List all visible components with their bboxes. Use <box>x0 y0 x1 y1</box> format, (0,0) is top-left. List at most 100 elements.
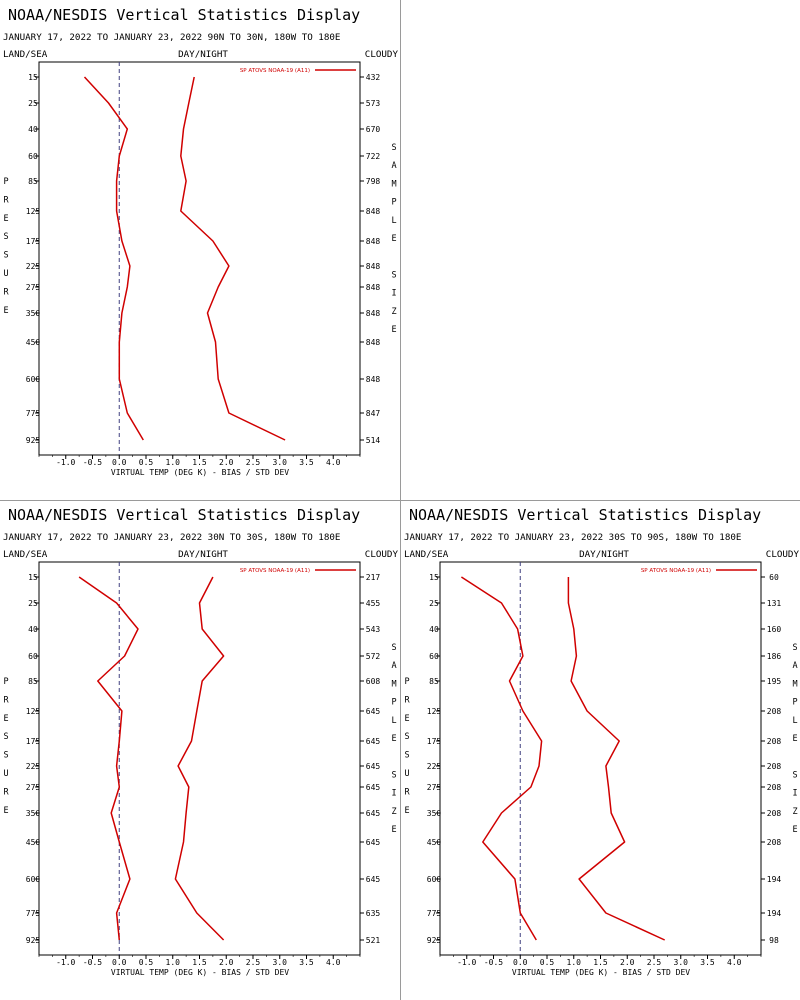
legend-label: SP ATOVS NOAA-19 (A11) <box>641 568 711 574</box>
sample-size-axis-label-letter: P <box>391 198 396 208</box>
plot-frame <box>38 561 361 956</box>
pressure-axis-label-letter: R <box>404 695 410 705</box>
sample-size-axis-label-letter: A <box>391 161 396 171</box>
x-tick-label: 0.0 <box>513 958 528 967</box>
pressure-level-label: 450 <box>26 838 41 847</box>
sample-size-label: 670 <box>366 125 381 134</box>
sample-size-axis-label-letter: E <box>391 825 396 835</box>
sample-size-axis-label-letter: Z <box>391 307 396 317</box>
sample-size-label: 798 <box>366 177 381 186</box>
pressure-level-label: 775 <box>26 909 41 918</box>
sample-size-label: 208 <box>767 707 782 716</box>
pressure-level-label: 275 <box>26 283 41 292</box>
sample-size-label: 208 <box>767 783 782 792</box>
header-cloudy: CLOUDY <box>365 549 399 560</box>
x-tick-label: 2.0 <box>219 458 234 467</box>
bias-series-line <box>83 76 144 441</box>
x-tick-label: 3.0 <box>273 958 288 967</box>
pressure-level-label: 925 <box>26 936 41 945</box>
header-land-sea: LAND/SEA <box>3 549 48 560</box>
sample-size-label: 645 <box>366 809 381 818</box>
pressure-level-label: 600 <box>427 875 442 884</box>
pressure-level-label: 225 <box>26 762 41 771</box>
x-tick-label: -0.5 <box>484 958 503 967</box>
x-tick-label: 0.5 <box>540 958 555 967</box>
sample-size-axis-label-letter: P <box>792 698 797 708</box>
x-tick-label: 3.5 <box>299 958 314 967</box>
x-tick-label: 1.0 <box>567 958 582 967</box>
pressure-axis-label-letter: E <box>3 214 8 224</box>
sample-size-label: 514 <box>366 436 381 445</box>
sample-size-label: 848 <box>366 375 381 384</box>
std-dev-series-line <box>567 577 666 941</box>
sample-size-axis-label-letter: L <box>792 716 797 726</box>
pressure-level-label: 600 <box>26 375 41 384</box>
std-dev-series-line <box>180 76 286 441</box>
sample-size-axis-label-letter: A <box>792 661 797 671</box>
sample-size-axis-label-letter: M <box>391 679 396 689</box>
pressure-axis-label-letter: R <box>404 787 410 797</box>
chart-svg: NOAA/NESDIS Vertical Statistics Display … <box>404 506 799 977</box>
pressure-level-label: 25 <box>28 599 38 608</box>
legend-label: SP ATOVS NOAA-19 (A11) <box>240 568 310 574</box>
pressure-axis-label-letter: P <box>3 677 8 687</box>
sample-size-axis-label-letter: L <box>391 716 396 726</box>
x-tick-label: 0.0 <box>112 458 127 467</box>
x-tick-label: 0.5 <box>139 958 154 967</box>
x-tick-label: 2.5 <box>246 958 261 967</box>
pressure-axis-label-letter: S <box>3 251 8 261</box>
pressure-axis-label-letter: U <box>3 769 8 779</box>
chart-title: NOAA/NESDIS Vertical Statistics Display <box>409 506 761 524</box>
pressure-axis-label-letter: E <box>3 806 8 816</box>
pressure-level-label: 600 <box>26 875 41 884</box>
pressure-level-label: 125 <box>26 707 41 716</box>
sample-size-label: 131 <box>767 599 782 608</box>
pressure-axis-label-letter: S <box>3 732 8 742</box>
chart-subtitle: JANUARY 17, 2022 TO JANUARY 23, 2022 30S… <box>404 532 741 543</box>
pressure-level-label: 85 <box>429 677 439 686</box>
sample-size-label: 60 <box>769 573 779 582</box>
sample-size-axis-label-letter: I <box>792 789 797 799</box>
sample-size-axis-label-letter: L <box>391 216 396 226</box>
sample-size-axis-label-letter: S <box>391 643 396 653</box>
pressure-level-label: 275 <box>26 783 41 792</box>
x-tick-label: 1.5 <box>593 958 608 967</box>
bias-series-line <box>460 576 543 941</box>
x-tick-label: 4.0 <box>727 958 742 967</box>
chart-svg: NOAA/NESDIS Vertical Statistics Display … <box>3 506 399 977</box>
sample-size-axis-label-letter: M <box>792 679 797 689</box>
sample-size-label: 848 <box>366 338 381 347</box>
pressure-level-label: 15 <box>429 573 439 582</box>
pressure-level-label: 85 <box>28 677 38 686</box>
x-tick-label: 1.5 <box>192 458 207 467</box>
sample-size-label: 186 <box>767 652 782 661</box>
x-tick-label: 1.0 <box>166 458 181 467</box>
sample-size-label: 848 <box>366 262 381 271</box>
x-tick-label: 2.5 <box>647 958 662 967</box>
pressure-axis-label-letter: R <box>3 695 9 705</box>
sample-size-label: 847 <box>366 409 381 418</box>
x-axis-label: VIRTUAL TEMP (DEG K) - BIAS / STD DEV <box>512 968 690 977</box>
sample-size-label: 645 <box>366 875 381 884</box>
sample-size-label: 521 <box>366 936 381 945</box>
panel-divider-horizontal <box>0 500 800 501</box>
chart-subtitle: JANUARY 17, 2022 TO JANUARY 23, 2022 30N… <box>3 532 340 543</box>
pressure-level-label: 15 <box>28 573 38 582</box>
std-dev-series-line <box>174 576 225 941</box>
pressure-axis-label-letter: U <box>3 269 8 279</box>
sample-size-label: 194 <box>767 909 782 918</box>
pressure-axis-label-letter: P <box>404 677 409 687</box>
pressure-level-label: 40 <box>28 125 38 134</box>
header-cloudy: CLOUDY <box>365 49 399 60</box>
sample-size-axis-label-letter: S <box>792 643 797 653</box>
pressure-level-label: 350 <box>427 809 442 818</box>
pressure-axis-label-letter: R <box>3 195 9 205</box>
sample-size-label: 455 <box>366 599 381 608</box>
x-tick-label: 4.0 <box>326 458 341 467</box>
x-tick-label: 1.5 <box>192 958 207 967</box>
pressure-level-label: 40 <box>28 625 38 634</box>
pressure-level-label: 925 <box>26 436 41 445</box>
pressure-level-label: 125 <box>26 207 41 216</box>
